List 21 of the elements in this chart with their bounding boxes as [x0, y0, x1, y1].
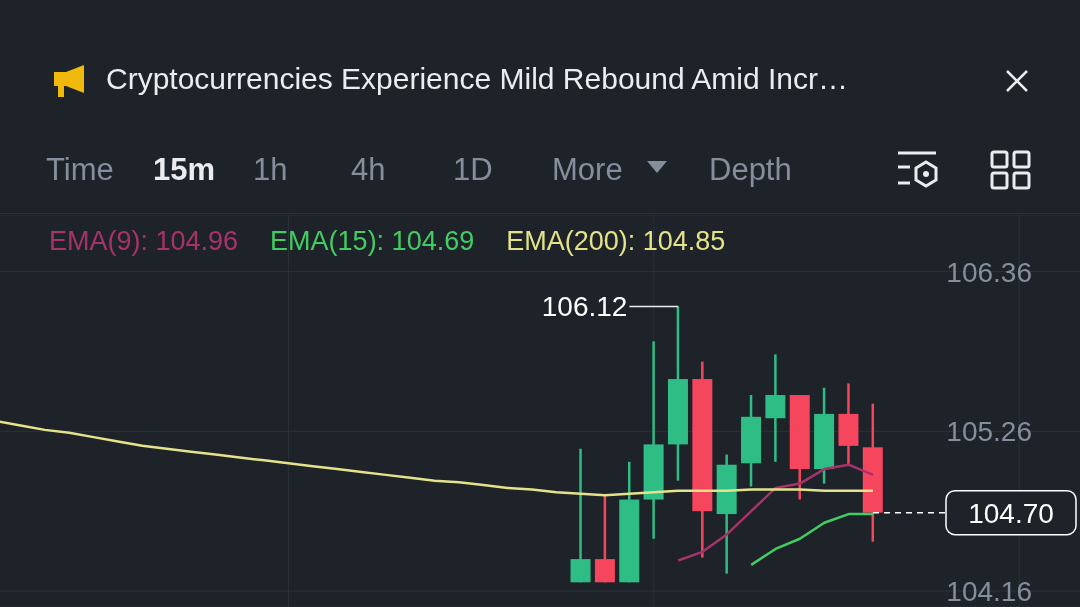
candlestick: [765, 353, 786, 464]
text: More: [552, 152, 623, 187]
chart-title: Cryptocurrencies Experience Mild Rebound Amid Incr…: [106, 62, 848, 95]
y-tick-label: 106.36: [946, 256, 1032, 288]
y-tick-label: 104.16: [946, 575, 1032, 607]
text: 1h: [253, 152, 288, 187]
text: EMA(15): 104.69: [270, 226, 475, 256]
annotation: 106.12: [541, 291, 628, 323]
ref-line-label: 104.70: [968, 497, 1054, 529]
text: Time: [46, 152, 114, 187]
text: EMA(9): 104.96: [49, 226, 239, 256]
line-series: [676, 463, 875, 562]
text: 4h: [351, 152, 386, 187]
text: 1D: [453, 152, 493, 187]
y-tick-label: 105.26: [946, 416, 1032, 448]
line-series: [749, 512, 875, 567]
candlestick: [570, 447, 591, 584]
text: EMA(200): 104.85: [506, 226, 726, 256]
text: Depth: [709, 152, 792, 187]
text: 15m: [153, 152, 216, 187]
candlestick: [594, 493, 615, 584]
